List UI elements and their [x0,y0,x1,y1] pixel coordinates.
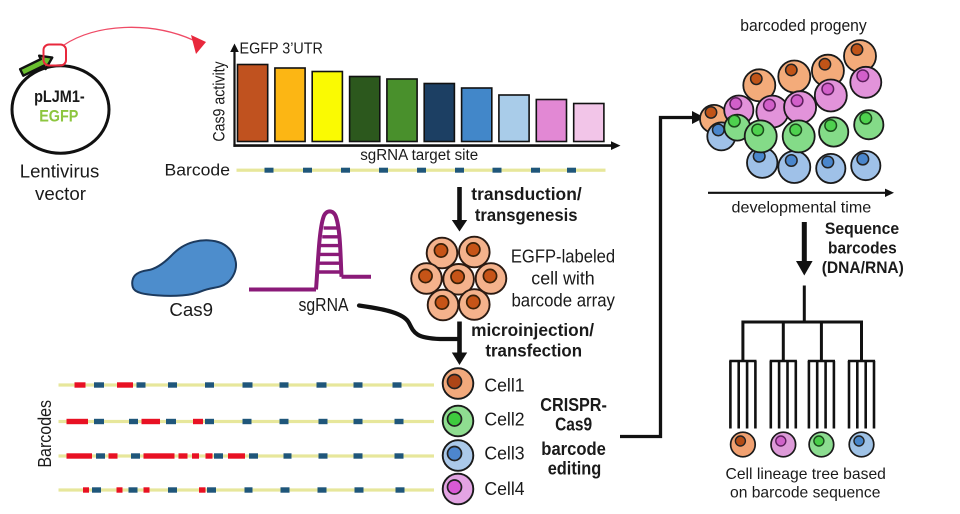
svg-text:barcodes: barcodes [828,239,897,258]
svg-text:transduction/: transduction/ [471,184,582,204]
svg-text:barcode: barcode [541,439,606,459]
svg-text:microinjection/: microinjection/ [471,320,594,340]
svg-text:CRISPR-: CRISPR- [540,395,607,415]
svg-text:cell with: cell with [531,268,594,288]
svg-text:barcode array: barcode array [511,290,615,310]
svg-text:transgenesis: transgenesis [475,205,578,225]
svg-text:Sequence: Sequence [825,219,899,238]
svg-text:(DNA/RNA): (DNA/RNA) [822,258,904,277]
svg-text:sgRNA target site: sgRNA target site [360,147,478,164]
svg-text:Cas9 activity: Cas9 activity [211,61,229,142]
svg-text:EGFP-labeled: EGFP-labeled [511,247,615,267]
svg-text:EGFP: EGFP [39,108,78,126]
svg-text:Cell3: Cell3 [484,444,524,464]
svg-text:EGFP 3’UTR: EGFP 3’UTR [240,40,323,57]
svg-text:transfection: transfection [485,340,582,360]
svg-text:Cas9: Cas9 [555,415,592,435]
svg-text:editing: editing [548,459,602,479]
svg-text:Cell1: Cell1 [484,376,524,396]
svg-text:vector: vector [35,184,86,204]
svg-text:Cas9: Cas9 [169,300,213,320]
svg-text:Cell lineage tree based: Cell lineage tree based [726,466,886,483]
svg-text:developmental time: developmental time [732,200,872,217]
svg-text:on barcode sequence: on barcode sequence [730,484,880,501]
svg-text:Barcodes: Barcodes [35,400,55,468]
svg-text:Cell4: Cell4 [484,479,524,499]
svg-text:Lentivirus: Lentivirus [20,161,100,181]
svg-text:pLJM1-: pLJM1- [34,88,85,106]
svg-text:Barcode: Barcode [165,162,231,180]
svg-text:sgRNA: sgRNA [299,295,349,315]
svg-text:barcoded progeny: barcoded progeny [740,16,867,35]
svg-text:Cell2: Cell2 [484,409,524,429]
